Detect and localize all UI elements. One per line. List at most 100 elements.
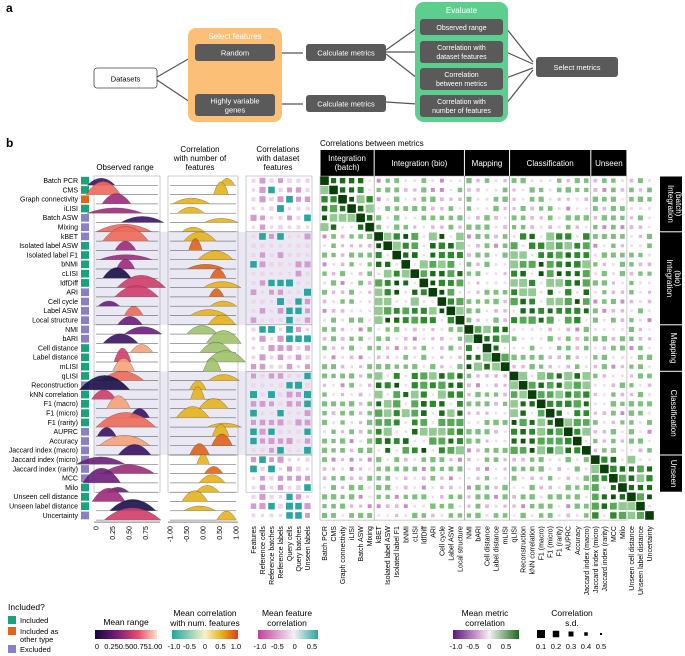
metric-corr-cell [377,514,380,517]
metric-corr-cell [467,477,471,480]
corrn-ridge [170,350,246,363]
feature-cell [286,335,293,343]
metric-corr-cell [332,384,335,387]
metric-corr-cell [393,400,401,408]
metric-corr-cell [384,419,392,426]
metric-corr-cell [610,317,616,323]
metric-label: Cell cycle [48,299,78,306]
legend-included-swatch [8,616,16,624]
feature-cell [259,493,266,500]
metric-corr-cell [412,364,418,370]
feature-cell [296,458,301,462]
metric-corr-cell [647,243,652,249]
metric-corr-cell [384,438,391,444]
metric-label: Label ASW [43,308,78,315]
feature-cell [296,438,301,444]
metric-corr-cell [620,365,625,369]
observed-range-box [420,19,503,35]
metric-corr-cell [359,300,362,303]
metric-corr-cell [385,327,390,332]
random-box [195,44,275,61]
metric-corr-cell [574,410,581,417]
metric-corr-cell [367,512,373,518]
metric-corr-cell [350,281,353,285]
metric-corr-cell [593,178,598,183]
metric-corr-cell [393,233,400,240]
metric-corr-cell [448,327,454,332]
feature-cell [278,215,283,220]
metric-corr-cell [403,224,409,230]
metric-corr-cell [638,448,643,453]
metric-corr-cell [529,298,536,305]
metric-corr-cell [638,354,643,360]
metric-corr-cell [421,345,427,351]
feature-cell [296,178,301,183]
status-square [81,297,89,306]
corr-metrics-header: Correlations between metrics [320,139,424,148]
feature-cell [259,503,266,510]
feature-cell [295,512,302,519]
metric-corr-cell [557,365,561,368]
metric-corr-cell [484,178,490,183]
metric-corr-cell [349,429,354,435]
metric-corr-cell [467,383,471,388]
status-square [81,446,89,455]
corr-metrics-label-2: between metrics [436,81,487,88]
feature-cell [305,187,310,192]
matrix-col-label: CMS [331,526,338,542]
metric-corr-cell [420,316,428,324]
metric-corr-cell [638,345,643,351]
calc-metrics-label-1: Calculate metrics [317,49,375,58]
sd-tick: 0.2 [551,642,561,651]
metric-corr-cell [601,475,608,482]
metric-corr-cell [411,382,418,389]
metric-corr-cell [403,476,408,481]
metric-corr-cell [473,334,483,344]
metric-corr-cell [341,355,345,359]
status-square [81,269,89,278]
metric-corr-cell [646,485,653,491]
feature-cell [259,363,266,370]
metric-corr-cell [529,279,536,287]
metric-corr-cell [330,196,337,203]
metric-corr-cell [375,428,382,435]
feature-cell [278,513,283,517]
feature-cell [260,448,265,453]
metric-corr-cell [374,372,383,380]
metric-corr-cell [386,216,390,220]
metric-corr-cell [466,438,472,444]
metric-corr-cell [620,411,625,416]
metric-corr-cell [493,196,499,202]
metric-corr-cell [467,504,471,508]
metric-corr-cell [431,225,435,229]
metric-corr-cell [359,365,363,369]
metric-corr-cell [609,502,617,510]
feature-cell [269,225,274,229]
feature-cell [286,187,293,193]
metric-corr-cell [555,242,563,250]
metric-corr-cell [494,485,498,490]
feature-cell [295,475,302,481]
metric-corr-cell [582,381,591,390]
metric-corr-cell [556,271,562,276]
metric-corr-cell [492,335,500,342]
metric-corr-cell [529,428,536,435]
metric-corr-cell [620,439,625,443]
metric-corr-cell [630,244,633,248]
metric-corr-cell [403,234,409,239]
metric-corr-cell [483,325,491,334]
metric-corr-cell [413,188,417,192]
metric-corr-cell [639,318,642,322]
metric-corr-cell [555,437,563,445]
metric-corr-cell [593,411,597,415]
metric-corr-cell [485,466,489,471]
metric-corr-cell [511,178,517,184]
metric-corr-cell [476,458,480,461]
feature-cell [304,400,311,408]
metric-corr-cell [557,514,561,517]
metric-corr-cell [610,494,616,500]
legend-excluded-swatch [8,645,16,653]
metric-corr-cell [439,187,444,192]
metric-corr-cell [585,356,588,359]
metric-corr-cell [539,364,544,369]
